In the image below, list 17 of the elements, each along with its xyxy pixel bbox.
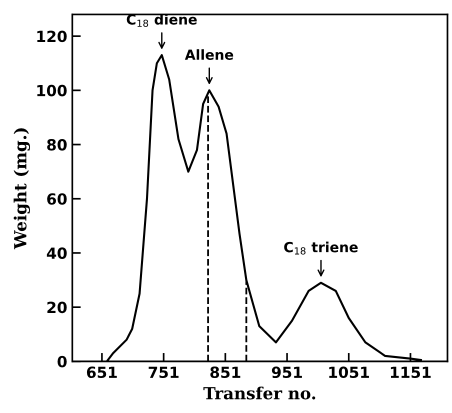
y-tick-label: 80: [47, 139, 67, 151]
x-axis-title: Transfer no.: [203, 386, 316, 400]
y-tick-label: 100: [37, 84, 67, 96]
y-axis-title: Weight (mg.): [14, 128, 30, 250]
annotation: C$_{18}$ triene: [284, 242, 358, 255]
x-tick-label: 651: [86, 366, 117, 378]
y-tick-label: 20: [47, 302, 67, 314]
x-tick-label: 751: [148, 366, 179, 378]
x-tick-label: 1151: [390, 366, 431, 378]
y-tick-label: 120: [37, 30, 67, 42]
y-tick-label: 40: [46, 247, 67, 259]
x-tick-label: 851: [210, 366, 240, 378]
y-tick-label: 60: [47, 193, 67, 205]
annotation: Allene: [184, 49, 234, 60]
x-tick-label: 1051: [329, 366, 369, 378]
x-tick-label: 951: [272, 366, 302, 378]
y-tick-label: 0: [58, 356, 67, 368]
